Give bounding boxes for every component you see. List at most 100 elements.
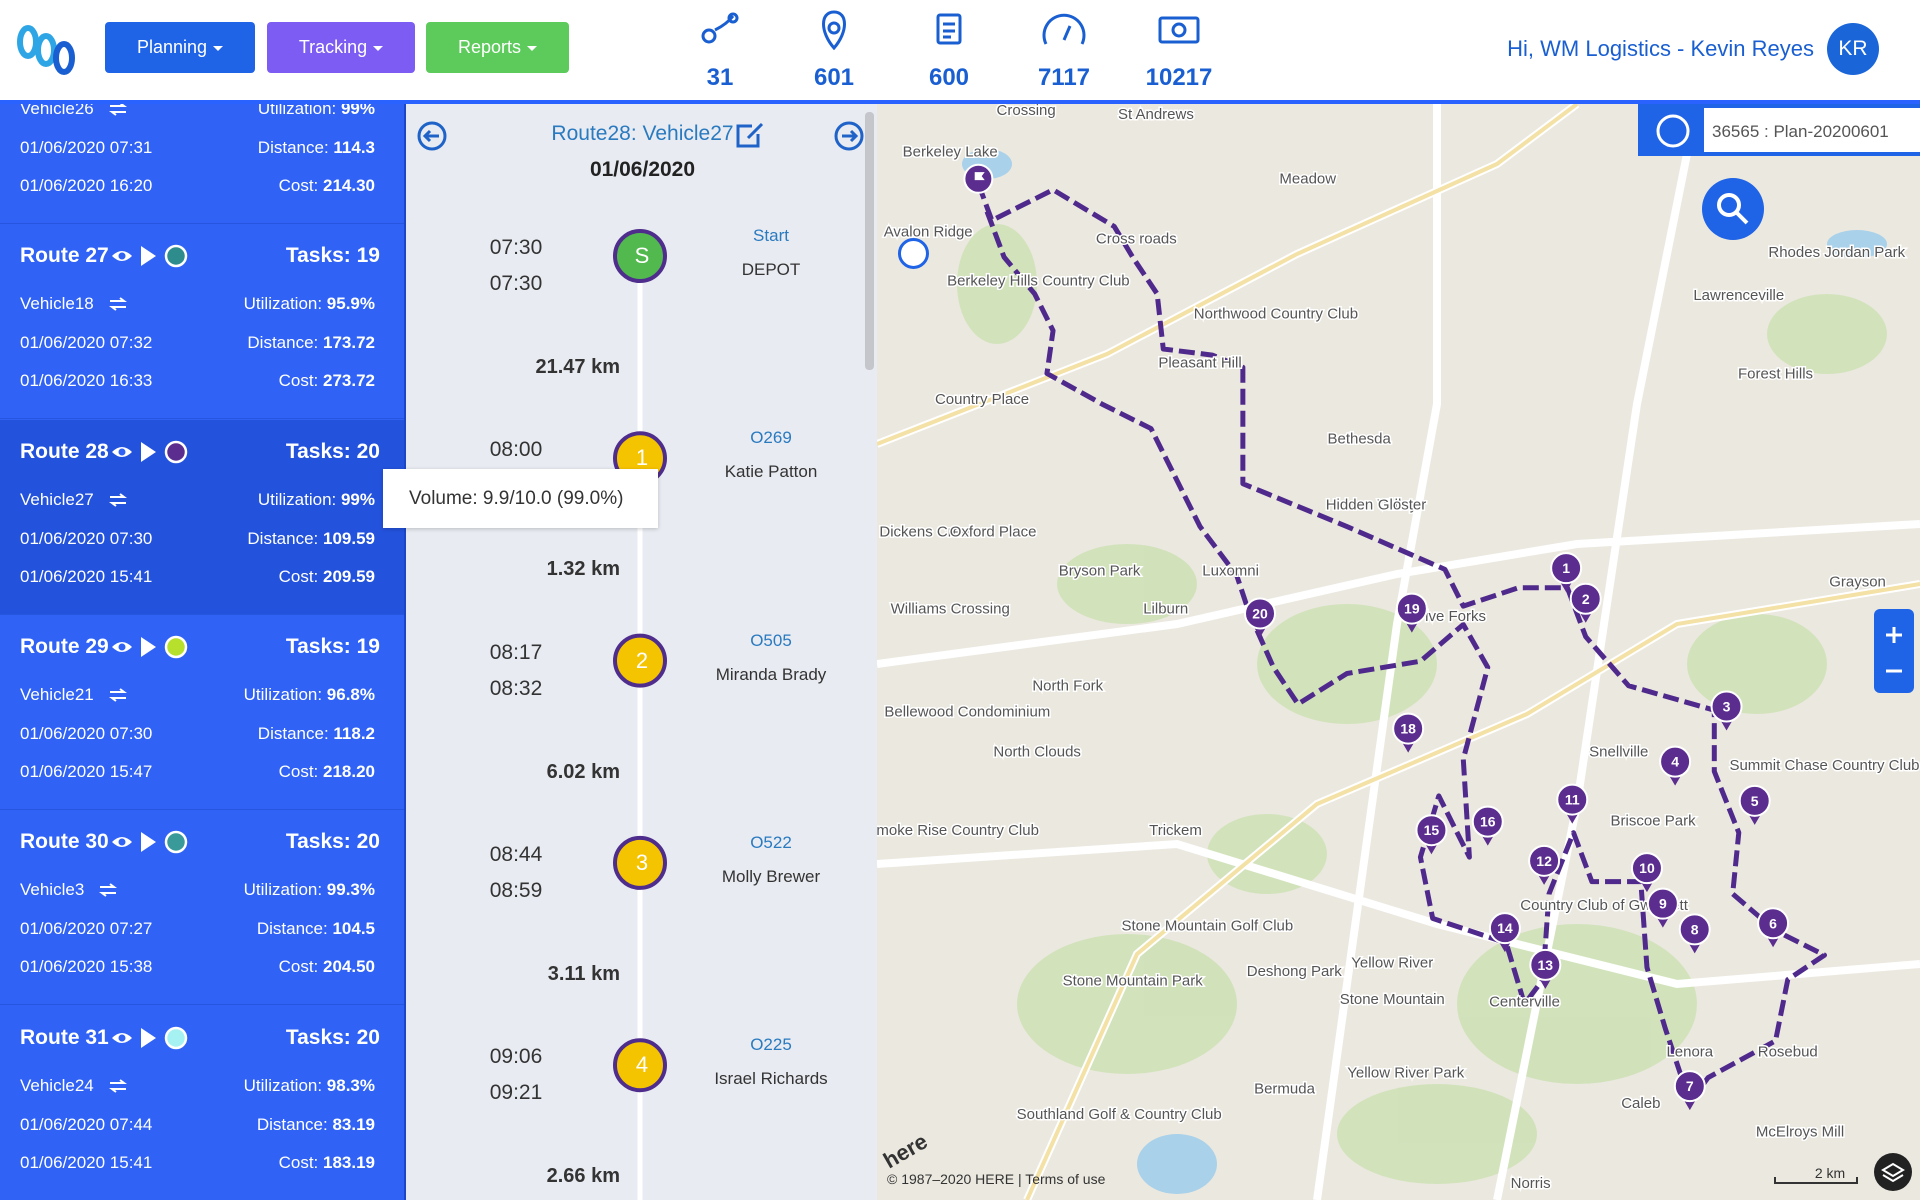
attribution: © 1987–2020 HERE | Terms of use (887, 1171, 1106, 1187)
greeting[interactable]: Hi, WM Logistics - Kevin Reyes (1507, 36, 1814, 61)
avatar-bg[interactable] (1827, 23, 1879, 75)
nav-button[interactable]: Reports (426, 22, 569, 73)
stop-badge (613, 633, 667, 688)
cost-value: 204.50 (323, 957, 375, 977)
layers-icon (1881, 1162, 1905, 1183)
swap-icon[interactable] (108, 1078, 128, 1094)
place-label: Bryson Park (1059, 563, 1141, 580)
swap-icon[interactable] (108, 296, 128, 312)
route-vehicle: Vehicle21 (20, 684, 94, 704)
nav-button[interactable]: Planning (105, 22, 255, 73)
utilization-label: Utilization: (257, 489, 341, 509)
route-utilization: Utilization: 99% (258, 104, 375, 119)
distance-value: 83.19 (332, 1114, 375, 1134)
stat-value[interactable]: 10217 (1145, 64, 1213, 91)
route-vehicle: Vehicle24 (20, 1075, 94, 1095)
stat-value[interactable]: 7117 (1037, 64, 1091, 91)
route-card[interactable] (0, 419, 404, 615)
tasks-label: Tasks: (285, 244, 351, 268)
route-name[interactable]: Route 30 (20, 830, 109, 854)
route-utilization: Utilization: 95.9% (244, 294, 375, 314)
plan-name: 36565 : Plan-20200601 (1712, 122, 1889, 141)
cost-value: 183.19 (323, 1152, 375, 1172)
swap-icon[interactable] (98, 882, 118, 898)
cost-label: Cost: (278, 566, 323, 586)
route-start: 01/06/2020 07:44 (20, 1114, 153, 1134)
route-vehicle: Vehicle27 (20, 489, 94, 509)
route-cost: Cost: 218.20 (279, 762, 375, 782)
place-label: Yellow River Park (1347, 1065, 1464, 1082)
route-end: 01/06/2020 16:33 (20, 371, 153, 391)
map[interactable]: Crossing St Andrews Berkeley Lake Meadow Ava… (877, 104, 1920, 1200)
place-label: Bethesda (1327, 430, 1391, 447)
route-utilization: Utilization: 99% (258, 490, 375, 510)
place-label: Grayson (1829, 574, 1886, 591)
route-actions[interactable] (110, 242, 190, 270)
nav-button[interactable]: Tracking (267, 22, 415, 73)
route-name[interactable]: Route 29 (20, 634, 109, 658)
route-card[interactable] (0, 104, 404, 224)
place-label: St Andrews (1118, 106, 1194, 123)
utilization-label: Utilization: (243, 1075, 327, 1095)
place-label: North Clouds (993, 744, 1081, 761)
place-label: Lenora (1666, 1044, 1713, 1061)
route-actions[interactable] (110, 1024, 190, 1052)
place-label: Oxford Place (950, 523, 1037, 540)
route-actions[interactable] (110, 828, 190, 856)
route-start: 01/06/2020 07:31 (20, 138, 153, 157)
route-detail: Route28: Vehicle27 01/06/2020 S 07:30 07:30 S… (404, 104, 877, 1200)
marker-number: 11 (1565, 792, 1580, 808)
cost-label: Cost: (278, 957, 323, 977)
marker (1392, 712, 1425, 745)
cost-label: Cost: (278, 371, 323, 391)
marker (1471, 805, 1504, 838)
route-start: 01/06/2020 07:27 (20, 919, 153, 939)
route-name[interactable]: Route 27 (20, 244, 109, 268)
place-label: Smoke Rise Country Club (877, 822, 1039, 839)
route-name[interactable]: Route 31 (20, 1025, 109, 1049)
logo[interactable] (14, 20, 78, 80)
place-label: Stone Mountain (1340, 991, 1445, 1008)
tasks-value: 19 (350, 634, 380, 658)
stop-name: Katie Patton (724, 462, 818, 482)
stop-name: Israel Richards (714, 1069, 828, 1089)
stat-value[interactable]: 31 (706, 64, 734, 91)
swap-icon[interactable] (108, 492, 128, 508)
route-color (164, 440, 188, 463)
stop-badge (613, 1038, 667, 1093)
route-card[interactable] (0, 614, 404, 810)
place-label: Trickem (1149, 822, 1202, 839)
route-vehicle: Vehicle26 (20, 104, 94, 118)
avatar[interactable]: KR (1838, 37, 1868, 60)
cost-label: Cost: (278, 1152, 323, 1172)
marker-number: 13 (1538, 957, 1554, 973)
route-utilization: Utilization: 99.3% (244, 880, 375, 900)
place-label: Summit Chase Country Club (1729, 757, 1919, 774)
marker-number: 16 (1480, 814, 1496, 830)
route-actions[interactable] (110, 633, 190, 661)
stop-badge (613, 835, 667, 890)
stop-badge (613, 229, 667, 283)
stop-number: 2 (635, 647, 649, 673)
swap-icon[interactable] (108, 687, 128, 703)
route-name[interactable]: Route 28 (20, 439, 109, 463)
route-card[interactable] (0, 224, 404, 420)
place-label: Williams Crossing (891, 600, 1010, 617)
distance-value: 118.2 (333, 723, 375, 743)
route-distance: Distance: 109.59 (247, 529, 375, 549)
route-color (164, 245, 188, 268)
stat-icons (701, 10, 1200, 51)
distance-value: 104.5 (332, 919, 375, 939)
place-label: Avalon Ridge (884, 223, 973, 240)
place-label: Norris (1511, 1175, 1551, 1192)
place-label: Rhodes Jordan Park (1768, 244, 1905, 261)
route-card[interactable] (0, 810, 404, 1006)
route-actions[interactable] (110, 438, 190, 466)
stat-value[interactable]: 601 (813, 64, 855, 91)
stop-number: S (634, 243, 650, 268)
distance-label: Distance: (256, 1114, 333, 1134)
stat-value[interactable]: 600 (928, 64, 970, 91)
swap-icon[interactable] (108, 104, 128, 117)
stop-time: 08:32 (489, 676, 543, 700)
distance-value: 173.72 (323, 333, 375, 353)
